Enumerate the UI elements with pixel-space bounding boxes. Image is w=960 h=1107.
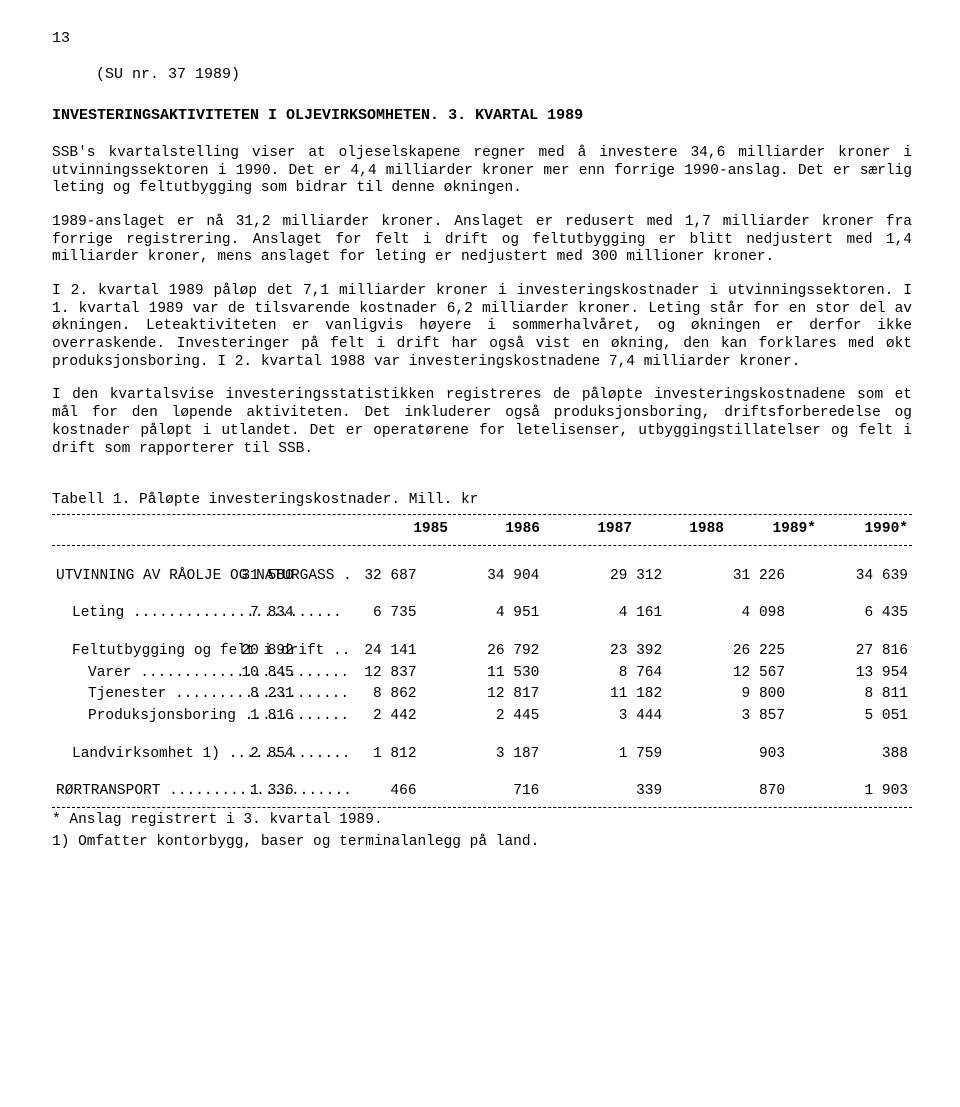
table-cell: 6 435 (789, 603, 912, 625)
table-cell: 13 954 (789, 663, 912, 685)
table-row: Varer ........................10 84512 8… (52, 663, 912, 685)
table-col-header: 1988 (636, 519, 728, 541)
table-cell: 388 (789, 744, 912, 766)
table-col-header: 1987 (544, 519, 636, 541)
table-caption: Tabell 1. Påløpte investeringskostnader.… (52, 492, 912, 510)
table-footnote: 1) Omfatter kontorbygg, baser og termina… (52, 834, 912, 852)
table-cell: 1 903 (789, 781, 912, 803)
table-cell: 2 445 (421, 706, 544, 728)
table-cell: 12 567 (666, 663, 789, 685)
table-header-blank (52, 519, 360, 541)
table-col-header: 1989* (728, 519, 820, 541)
table-row-label: Feltutbygging og felt i drift .. (52, 641, 175, 663)
table-row: RØRTRANSPORT .....................1 3364… (52, 781, 912, 803)
table-rule-bottom (52, 807, 912, 808)
table-row: Produksjonsboring ............1 8162 442… (52, 706, 912, 728)
body-paragraph: I den kvartalsvise investeringsstatistik… (52, 387, 912, 458)
table-cell: 11 182 (543, 684, 666, 706)
table-cell: 31 226 (666, 566, 789, 588)
table-row: Tjenester ....................8 2318 862… (52, 684, 912, 706)
table-cell: 9 800 (666, 684, 789, 706)
table-row-label: Leting ........................ (52, 603, 175, 625)
table-cell: 903 (666, 744, 789, 766)
body-paragraph: SSB's kvartalstelling viser at oljeselsk… (52, 145, 912, 198)
table-cell: 11 530 (421, 663, 544, 685)
table-row-label: UTVINNING AV RÅOLJE OG NATURGASS . (52, 566, 175, 588)
table-row-label: RØRTRANSPORT ..................... (52, 781, 175, 803)
table-cell: 5 051 (789, 706, 912, 728)
data-table-body: UTVINNING AV RÅOLJE OG NATURGASS .31 580… (52, 550, 912, 804)
table-cell: 8 764 (543, 663, 666, 685)
table-cell: 1 759 (543, 744, 666, 766)
table-cell: 3 187 (421, 744, 544, 766)
table-col-header: 1985 (360, 519, 452, 541)
table-cell: 26 792 (421, 641, 544, 663)
table-row-label: Landvirksomhet 1) .............. (52, 744, 175, 766)
table-row-label: Produksjonsboring ............ (52, 706, 175, 728)
table-cell: 4 951 (421, 603, 544, 625)
table-cell: 870 (666, 781, 789, 803)
body-paragraph: I 2. kvartal 1989 påløp det 7,1 milliard… (52, 283, 912, 371)
table-cell: 12 817 (421, 684, 544, 706)
table-cell: 4 098 (666, 603, 789, 625)
table-cell: 3 857 (666, 706, 789, 728)
table-col-header: 1990* (820, 519, 912, 541)
table-rule-header (52, 545, 912, 546)
table-cell: 3 444 (543, 706, 666, 728)
table-cell: 23 392 (543, 641, 666, 663)
table-col-header: 1986 (452, 519, 544, 541)
table-cell: 27 816 (789, 641, 912, 663)
table-footnote: * Anslag registrert i 3. kvartal 1989. (52, 812, 912, 830)
table-cell: 8 811 (789, 684, 912, 706)
table-row: UTVINNING AV RÅOLJE OG NATURGASS .31 580… (52, 566, 912, 588)
table-cell: 26 225 (666, 641, 789, 663)
table-cell: 34 904 (421, 566, 544, 588)
table-row-label: Tjenester .................... (52, 684, 175, 706)
document-reference: (SU nr. 37 1989) (96, 66, 912, 84)
table-row: Leting ........................7 8346 73… (52, 603, 912, 625)
table-row: Feltutbygging og felt i drift ..20 89224… (52, 641, 912, 663)
table-cell: 29 312 (543, 566, 666, 588)
table-cell: 339 (543, 781, 666, 803)
table-rule-top (52, 514, 912, 515)
table-header-row: 1985 1986 1987 1988 1989* 1990* (52, 519, 912, 541)
data-table: 1985 1986 1987 1988 1989* 1990* (52, 519, 912, 541)
body-paragraph: 1989-anslaget er nå 31,2 milliarder kron… (52, 214, 912, 267)
table-cell: 4 161 (543, 603, 666, 625)
table-row-label: Varer ........................ (52, 663, 175, 685)
table-row: Landvirksomhet 1) ..............2 8541 8… (52, 744, 912, 766)
table-cell: 716 (421, 781, 544, 803)
page-number: 13 (52, 30, 912, 48)
document-title: INVESTERINGSAKTIVITETEN I OLJEVIRKSOMHET… (52, 107, 912, 125)
table-cell: 34 639 (789, 566, 912, 588)
